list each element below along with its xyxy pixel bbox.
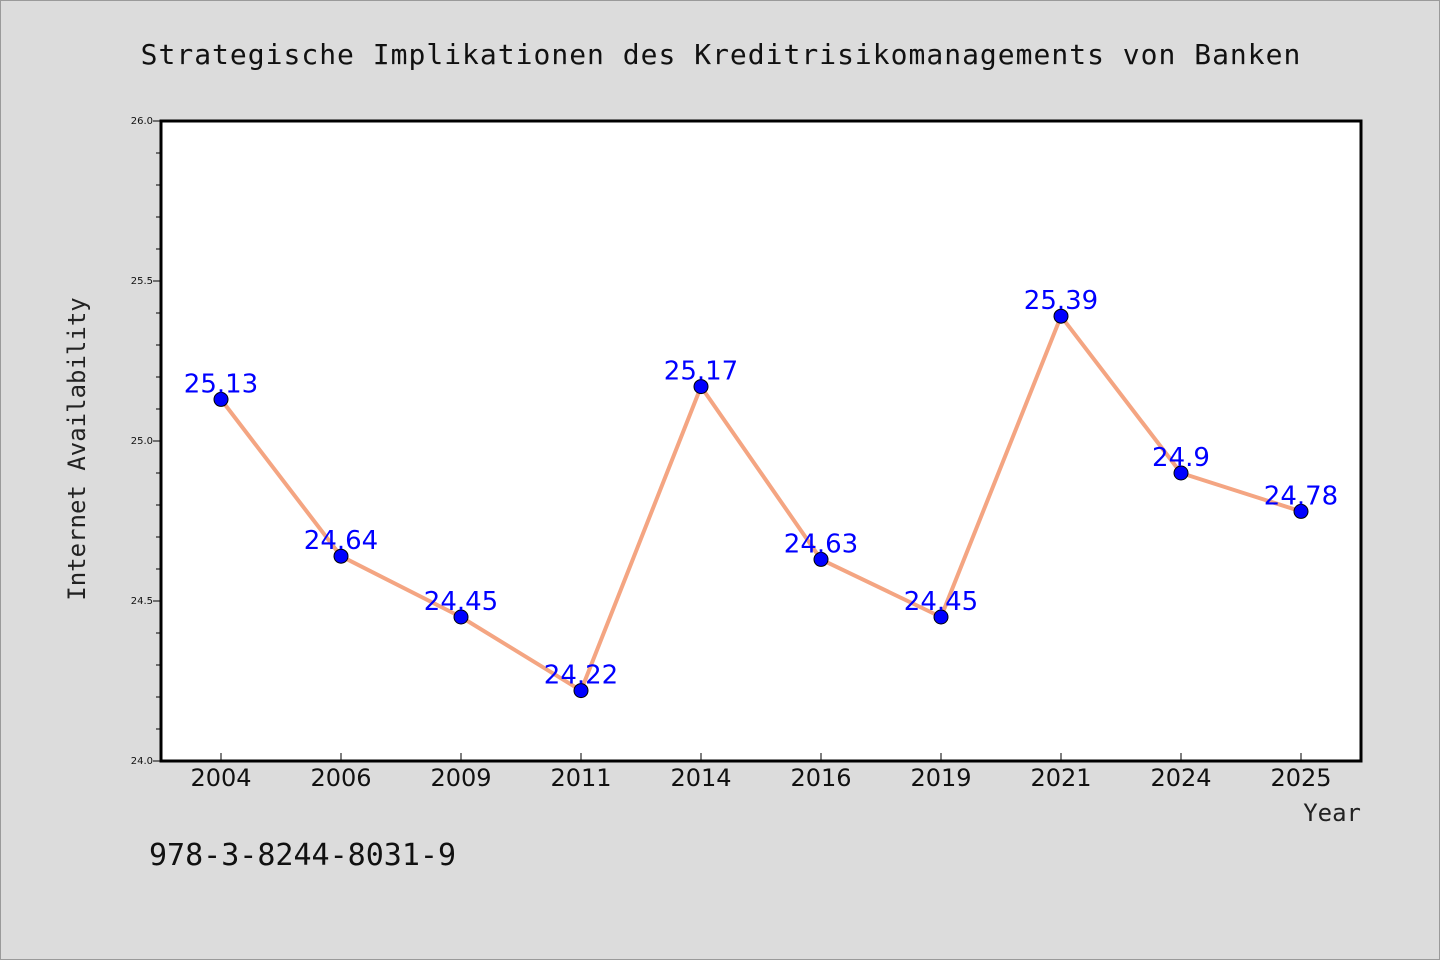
data-point [1173, 465, 1189, 481]
y-axis-label: Internet Availability [63, 297, 91, 600]
y-tick-label: 25.0 [131, 436, 153, 447]
x-tick-label: 2019 [910, 764, 971, 792]
y-tick-label: 25.5 [131, 276, 153, 287]
data-label: 25.39 [1024, 286, 1098, 316]
data-point [933, 609, 949, 625]
series-line [219, 314, 1303, 693]
data-point [693, 379, 709, 395]
x-tick-label: 2011 [550, 764, 611, 792]
data-label: 24.9 [1152, 443, 1210, 473]
data-label: 24.78 [1264, 481, 1338, 511]
y-axis: 24.0 24.5 25.0 25.5 26.0 [131, 116, 161, 767]
plot-area [159, 119, 1363, 763]
data-label: 25.17 [664, 357, 738, 387]
data-point [453, 609, 469, 625]
data-point [813, 551, 829, 567]
data-label: 24.63 [784, 529, 858, 559]
data-point [333, 548, 349, 564]
y-tick-label: 24.0 [131, 756, 153, 767]
x-tick-label: 2014 [670, 764, 731, 792]
data-label: 24.22 [544, 661, 618, 691]
isbn-text: 978-3-8244-8031-9 [149, 838, 456, 873]
data-point [1053, 308, 1069, 324]
chart-title: Strategische Implikationen des Kreditris… [141, 38, 1302, 71]
data-point [573, 683, 589, 699]
data-labels-layer: 25.13 24.64 24.45 24.22 25.17 24.63 24.45 25.39… [184, 286, 1338, 690]
x-tick-label: 2024 [1150, 764, 1211, 792]
y-tick-label: 26.0 [131, 116, 153, 127]
x-tick-label: 2004 [190, 764, 251, 792]
data-point [1293, 503, 1309, 519]
x-tick-label: 2009 [430, 764, 491, 792]
x-tick-label: 2006 [310, 764, 371, 792]
data-point [213, 391, 229, 407]
data-label: 25.13 [184, 369, 258, 399]
x-tick-label: 2016 [790, 764, 851, 792]
data-label: 24.45 [904, 587, 978, 617]
x-tick-label: 2025 [1270, 764, 1331, 792]
data-label: 24.45 [424, 587, 498, 617]
x-tick-label: 2021 [1030, 764, 1091, 792]
x-axis: 2004 2006 2009 2011 2014 2016 2019 2021 2024 2025 [190, 753, 1332, 792]
x-axis-label: Year [1303, 799, 1361, 827]
series-layer [213, 308, 1309, 699]
data-label: 24.64 [304, 526, 378, 556]
y-tick-label: 24.5 [131, 596, 153, 607]
